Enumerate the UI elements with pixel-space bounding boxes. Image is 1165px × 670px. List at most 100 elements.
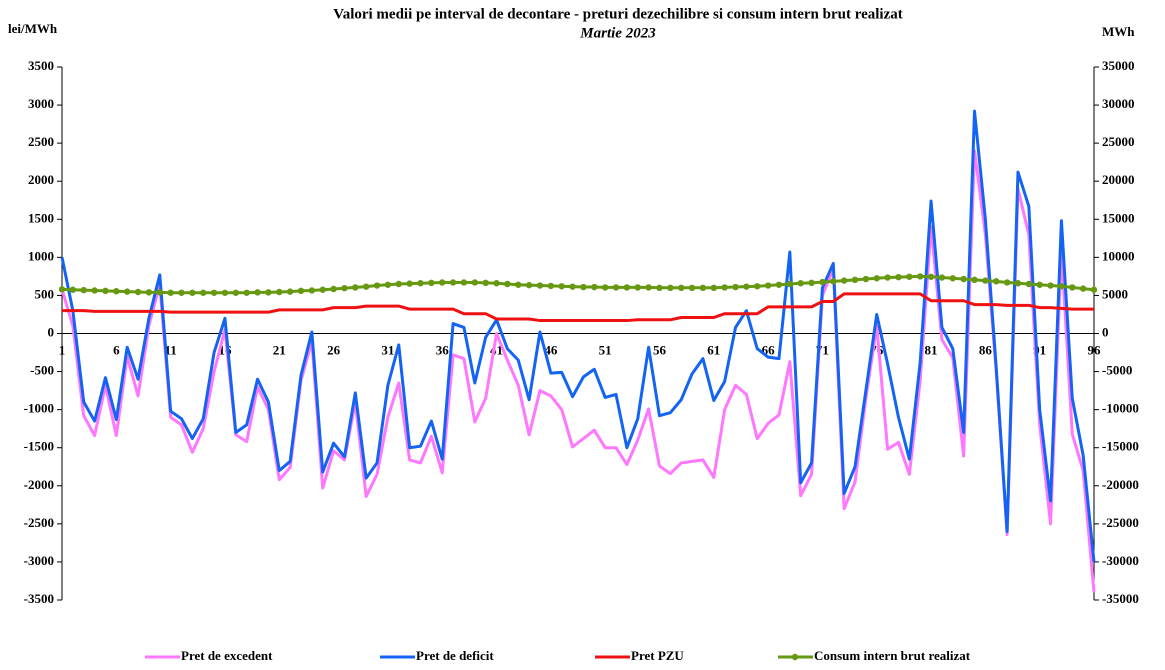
series-marker <box>395 280 402 288</box>
series-marker <box>123 288 131 295</box>
series-marker <box>906 273 913 280</box>
legend-marker <box>791 653 799 661</box>
series-marker <box>254 289 261 296</box>
series-marker <box>536 282 544 289</box>
y-tick-label: 500 <box>35 286 55 301</box>
y2-tick-label: -10000 <box>1102 401 1139 416</box>
series-marker <box>873 275 880 282</box>
y-tick-label: -500 <box>30 363 54 378</box>
x-tick-label: 86 <box>979 342 993 357</box>
series-marker <box>862 275 870 283</box>
series-marker <box>688 284 696 292</box>
series-marker <box>580 283 587 291</box>
series-marker <box>1025 280 1033 288</box>
y2-tick-label: -30000 <box>1102 553 1139 568</box>
series-marker <box>1079 285 1087 292</box>
series-marker <box>819 278 826 286</box>
series-marker <box>178 289 185 296</box>
series-marker <box>971 276 978 284</box>
series-marker <box>1014 280 1022 287</box>
series-marker <box>982 277 989 284</box>
series-marker <box>504 280 511 288</box>
series-marker <box>645 284 652 291</box>
series-marker <box>797 280 804 287</box>
series-marker <box>449 279 457 286</box>
legend-label: Consum intern brut realizat <box>814 648 971 663</box>
y-tick-label: -2000 <box>24 477 54 492</box>
series-marker <box>927 273 935 280</box>
x-tick-label: 21 <box>273 342 286 357</box>
series-marker <box>1047 282 1054 289</box>
series-marker <box>547 282 555 290</box>
series-marker <box>189 289 196 296</box>
y-tick-label: 3000 <box>28 96 54 111</box>
series-marker <box>1090 286 1098 293</box>
series-marker <box>1003 279 1011 286</box>
series-marker <box>156 289 163 296</box>
series-marker <box>276 288 283 296</box>
series-marker <box>91 287 98 294</box>
series-marker <box>678 284 685 292</box>
series-marker <box>286 288 294 295</box>
y2-tick-label: -15000 <box>1102 439 1139 454</box>
series-marker <box>362 283 370 290</box>
series-marker <box>656 284 663 292</box>
series-line <box>60 109 1096 563</box>
series-marker <box>525 281 533 289</box>
series-marker <box>384 281 392 288</box>
series-marker <box>895 273 902 281</box>
series-marker <box>80 286 87 294</box>
y-axis-label: lei/MWh <box>8 21 58 36</box>
series-marker <box>764 282 772 289</box>
series-marker <box>601 284 609 291</box>
y2-tick-label: -25000 <box>1102 515 1139 530</box>
y-tick-label: 0 <box>48 324 55 339</box>
y-tick-label: -2500 <box>24 515 54 530</box>
series-marker <box>732 283 739 291</box>
series-marker <box>840 277 848 284</box>
series-marker <box>200 289 207 296</box>
x-tick-label: 6 <box>113 342 120 357</box>
x-tick-label: 61 <box>707 342 720 357</box>
series-marker <box>406 280 413 287</box>
series-marker <box>851 276 859 284</box>
series-marker <box>373 282 381 289</box>
series-marker <box>743 283 750 290</box>
x-tick-label: 36 <box>436 342 450 357</box>
series-marker <box>1058 283 1065 290</box>
x-tick-label: 46 <box>544 342 558 357</box>
series-marker <box>482 279 489 287</box>
series-marker <box>308 287 316 294</box>
y-tick-label: -1500 <box>24 439 54 454</box>
series-marker <box>265 289 272 296</box>
series-marker <box>58 286 66 293</box>
chart-title: Valori medii pe interval de decontare - … <box>333 6 903 22</box>
y2-tick-label: 0 <box>1102 324 1109 339</box>
series-marker <box>916 273 924 280</box>
series-marker <box>699 284 707 292</box>
series-marker <box>808 279 815 287</box>
series-marker <box>352 284 359 291</box>
series-marker <box>591 283 598 291</box>
series-marker <box>1036 281 1043 288</box>
y2-tick-label: -5000 <box>1102 363 1132 378</box>
x-tick-label: 96 <box>1088 342 1102 357</box>
series-marker <box>471 279 478 286</box>
series-marker <box>612 284 620 291</box>
series-marker <box>69 286 77 293</box>
x-tick-label: 51 <box>599 342 612 357</box>
y2-tick-label: 20000 <box>1102 172 1135 187</box>
y-tick-label: 1000 <box>28 248 54 263</box>
x-tick-label: 31 <box>381 342 394 357</box>
series-marker <box>623 284 631 291</box>
x-tick-label: 1 <box>59 342 66 357</box>
series-marker <box>754 283 761 290</box>
series-marker <box>221 289 229 296</box>
series-marker <box>167 289 174 296</box>
series-marker <box>319 286 326 293</box>
y2-tick-label: 15000 <box>1102 210 1135 225</box>
series-marker <box>960 275 967 283</box>
series-line <box>60 149 1096 593</box>
series-marker <box>786 280 794 288</box>
